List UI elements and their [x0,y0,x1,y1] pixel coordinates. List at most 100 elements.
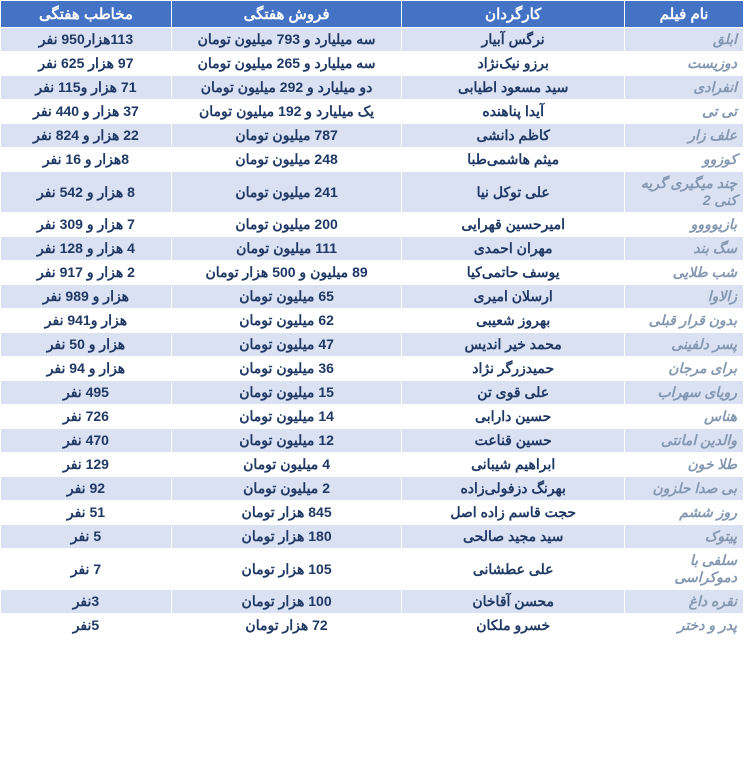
cell-audience: 37 هزار و 440 نفر [1,100,172,124]
cell-audience: 129 نفر [1,453,172,477]
cell-movie-name: بدون قرار قبلی [625,309,744,333]
cell-movie-name: کوزوو [625,148,744,172]
cell-movie-name: برای مرجان [625,357,744,381]
cell-sales: 15 میلیون تومان [171,381,401,405]
cell-audience: 470 نفر [1,429,172,453]
cell-director: محسن آقاخان [402,590,625,614]
cell-sales: 65 میلیون تومان [171,285,401,309]
cell-sales: سه میلیارد و 793 میلیون تومان [171,28,401,52]
cell-director: ارسلان امیری [402,285,625,309]
cell-director: سید مجید صالحی [402,525,625,549]
cell-movie-name: نقره داغ [625,590,744,614]
cell-sales: 12 میلیون تومان [171,429,401,453]
cell-audience: 5نفر [1,614,172,638]
table-row: پیتوکسید مجید صالحی180 هزار تومان5 نفر [1,525,744,549]
table-row: پسر دلفینیمحمد خیر اندیس47 میلیون تومانه… [1,333,744,357]
cell-audience: 726 نفر [1,405,172,429]
cell-director: علی قوی تن [402,381,625,405]
cell-audience: 92 نفر [1,477,172,501]
cell-audience: 5 نفر [1,525,172,549]
table-row: پدر و دخترخسرو ملکان72 هزار تومان5نفر [1,614,744,638]
cell-sales: 62 میلیون تومان [171,309,401,333]
cell-movie-name: چند میگیری گریه کنی 2 [625,172,744,213]
table-row: بازیووووامیرحسین قهرایی200 میلیون تومان7… [1,213,744,237]
cell-sales: 72 هزار تومان [171,614,401,638]
cell-sales: سه میلیارد و 265 میلیون تومان [171,52,401,76]
cell-movie-name: علف زار [625,124,744,148]
cell-movie-name: روز ششم [625,501,744,525]
table-row: کوزوومیثم هاشمی‌طبا248 میلیون تومان8هزار… [1,148,744,172]
cell-movie-name: دوزیست [625,52,744,76]
cell-sales: 14 میلیون تومان [171,405,401,429]
cell-audience: 7 نفر [1,549,172,590]
cell-director: امیرحسین قهرایی [402,213,625,237]
cell-sales: دو میلیارد و 292 میلیون تومان [171,76,401,100]
cell-movie-name: زالاوا [625,285,744,309]
cell-audience: هزار و 989 نفر [1,285,172,309]
cell-movie-name: والدین امانتی [625,429,744,453]
cell-director: برزو نیک‌نژاد [402,52,625,76]
table-row: تی تیآیدا پناهندهیک میلیارد و 192 میلیون… [1,100,744,124]
cell-director: مهران احمدی [402,237,625,261]
cell-sales: 2 میلیون تومان [171,477,401,501]
cell-movie-name: پدر و دختر [625,614,744,638]
cell-director: خسرو ملکان [402,614,625,638]
cell-audience: 71 هزار و115 نفر [1,76,172,100]
table-row: انفرادیسید مسعود اطیابیدو میلیارد و 292 … [1,76,744,100]
table-row: والدین امانتیحسین قناعت12 میلیون تومان47… [1,429,744,453]
cell-movie-name: طلا خون [625,453,744,477]
cell-sales: 248 میلیون تومان [171,148,401,172]
cell-director: بهروز شعیبی [402,309,625,333]
table-row: چند میگیری گریه کنی 2علی توکل نیا241 میل… [1,172,744,213]
cell-movie-name: شب طلایی [625,261,744,285]
cell-audience: هزار و 50 نفر [1,333,172,357]
cell-director: علی توکل نیا [402,172,625,213]
cell-director: نرگس آبیار [402,28,625,52]
cell-director: بهرنگ دزفولی‌زاده [402,477,625,501]
cell-sales: 787 میلیون تومان [171,124,401,148]
cell-audience: 113هزار950 نفر [1,28,172,52]
cell-director: کاظم دانشی [402,124,625,148]
table-row: بدون قرار قبلیبهروز شعیبی62 میلیون تومان… [1,309,744,333]
movies-table: نام فیلم کارگردان فروش هفتگی مخاطب هفتگی… [0,0,744,638]
table-row: رویای سهرابعلی قوی تن15 میلیون تومان495 … [1,381,744,405]
table-row: بی صدا حلزونبهرنگ دزفولی‌زاده2 میلیون تو… [1,477,744,501]
cell-movie-name: بازیوووو [625,213,744,237]
cell-sales: 89 میلیون و 500 هزار تومان [171,261,401,285]
cell-sales: 241 میلیون تومان [171,172,401,213]
cell-movie-name: تی تی [625,100,744,124]
cell-sales: 105 هزار تومان [171,549,401,590]
cell-sales: 100 هزار تومان [171,590,401,614]
table-row: نقره داغمحسن آقاخان100 هزار تومان3نفر [1,590,744,614]
table-row: دوزیستبرزو نیک‌نژادسه میلیارد و 265 میلی… [1,52,744,76]
cell-audience: 4 هزار و 128 نفر [1,237,172,261]
cell-director: حسین دارابی [402,405,625,429]
table-row: برای مرجانحمیدزرگر نژاد36 میلیون تومانهز… [1,357,744,381]
cell-movie-name: بی صدا حلزون [625,477,744,501]
cell-director: ابراهیم شیبانی [402,453,625,477]
table-row: سلفی با دموکراسیعلی عطشانی105 هزار تومان… [1,549,744,590]
cell-sales: 180 هزار تومان [171,525,401,549]
cell-director: سید مسعود اطیابی [402,76,625,100]
table-row: زالاواارسلان امیری65 میلیون تومانهزار و … [1,285,744,309]
cell-director: حجت قاسم زاده اصل [402,501,625,525]
cell-director: حسین قناعت [402,429,625,453]
table-row: شب طلایییوسف حاتمی‌کیا89 میلیون و 500 هز… [1,261,744,285]
cell-movie-name: سگ بند [625,237,744,261]
table-row: روز ششمحجت قاسم زاده اصل845 هزار تومان51… [1,501,744,525]
col-audience: مخاطب هفتگی [1,1,172,28]
cell-audience: 8 هزار و 542 نفر [1,172,172,213]
cell-sales: 200 میلیون تومان [171,213,401,237]
cell-director: یوسف حاتمی‌کیا [402,261,625,285]
table-row: طلا خونابراهیم شیبانی4 میلیون تومان129 ن… [1,453,744,477]
table-row: هناسحسین دارابی14 میلیون تومان726 نفر [1,405,744,429]
col-director: کارگردان [402,1,625,28]
cell-audience: 7 هزار و 309 نفر [1,213,172,237]
cell-sales: 4 میلیون تومان [171,453,401,477]
table-row: علف زارکاظم دانشی787 میلیون تومان22 هزار… [1,124,744,148]
cell-audience: 495 نفر [1,381,172,405]
cell-audience: 97 هزار 625 نفر [1,52,172,76]
cell-director: آیدا پناهنده [402,100,625,124]
cell-sales: 36 میلیون تومان [171,357,401,381]
cell-movie-name: پسر دلفینی [625,333,744,357]
